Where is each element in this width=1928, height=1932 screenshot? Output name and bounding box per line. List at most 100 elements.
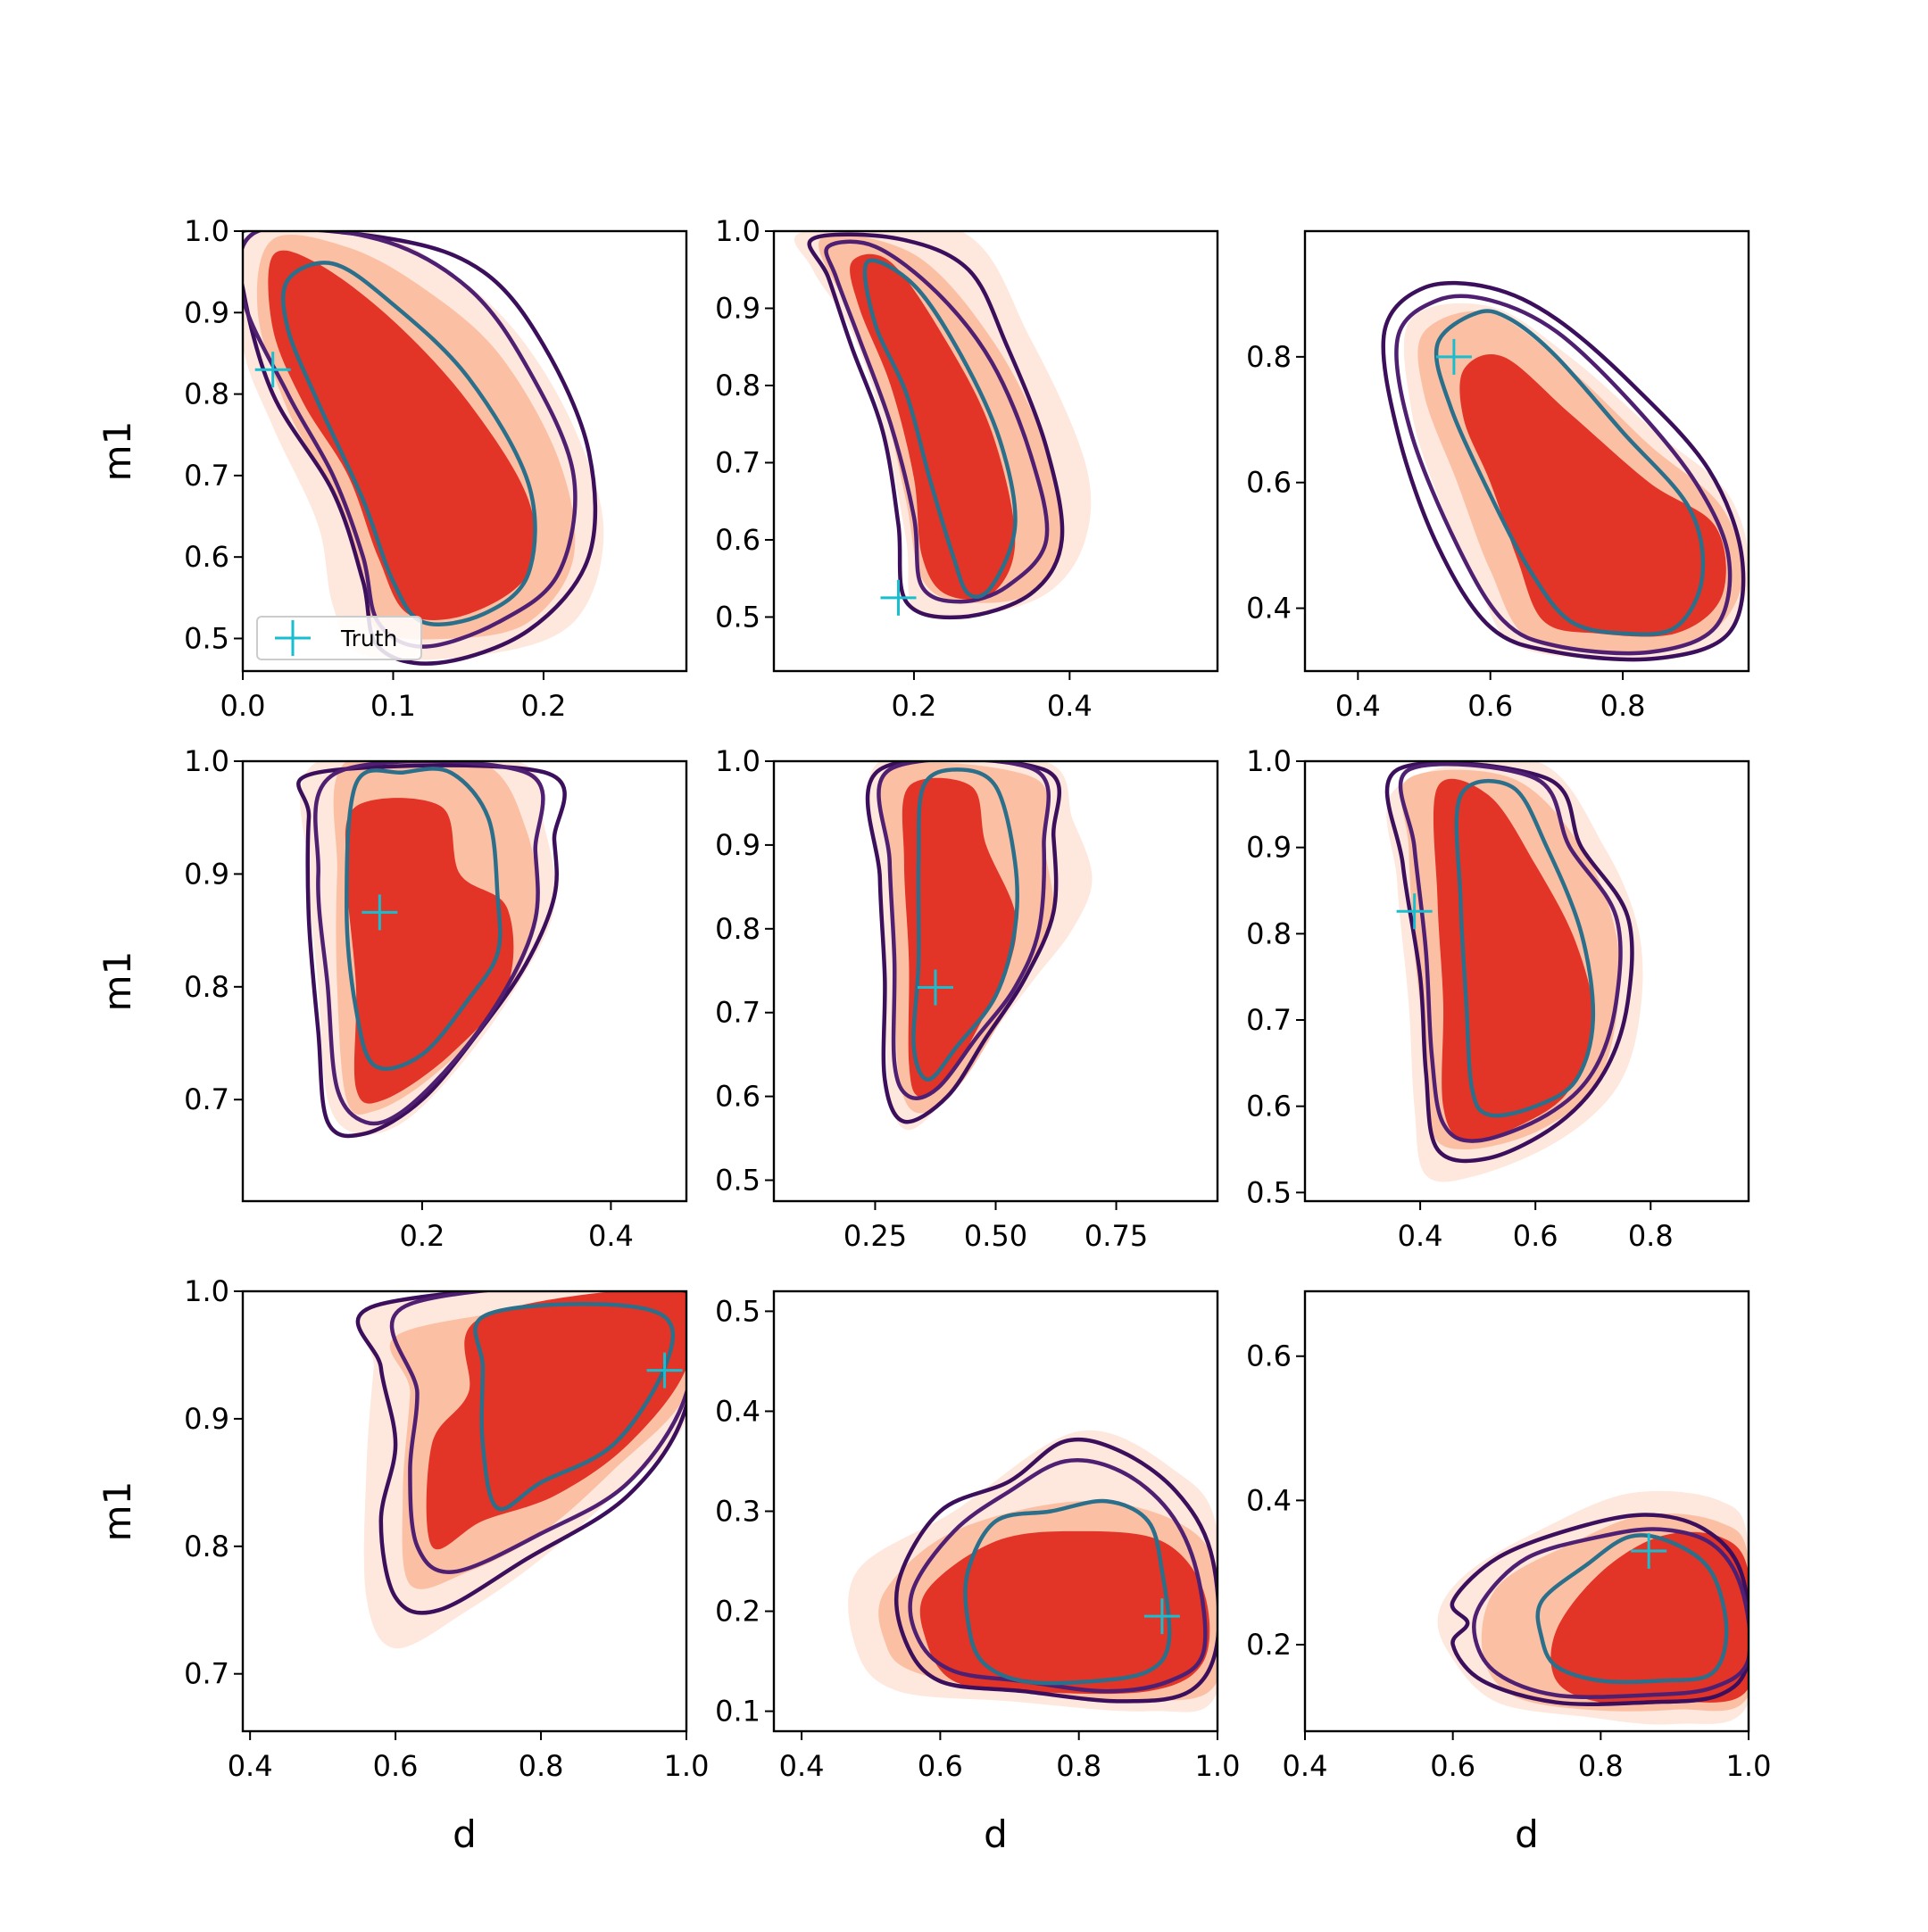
x-tick-label: 0.6 — [373, 1749, 419, 1783]
y-tick-label: 0.3 — [715, 1495, 760, 1529]
contour-outer — [893, 1437, 1217, 1704]
contour-outer — [1450, 1513, 1749, 1707]
density-fill-inner — [1550, 1531, 1749, 1705]
contour-mid — [1472, 1527, 1749, 1699]
y-tick-label: 0.1 — [715, 1695, 760, 1729]
y-tick-label: 0.8 — [715, 912, 760, 946]
contour-outer — [807, 232, 1065, 620]
plot-area — [865, 761, 1093, 1131]
y-tick-label: 0.8 — [184, 377, 229, 411]
y-axis-label: m1 — [96, 1481, 139, 1542]
y-tick-label: 0.9 — [715, 291, 760, 325]
contour-inner — [1454, 778, 1596, 1118]
contour-mid — [1398, 762, 1623, 1143]
plot-area — [794, 231, 1092, 620]
panel-5: 0.25 0.50 0.75 0.5 0.6 0.7 0.8 0.9 1.0 — [715, 744, 1219, 1253]
y-tick-label: 0.9 — [184, 295, 229, 329]
panel-6: 0.4 0.6 0.8 0.5 0.6 0.7 0.8 0.9 1.0 — [1246, 744, 1750, 1253]
x-tick-label: 0.4 — [1335, 689, 1381, 723]
x-tick-label: 0.4 — [1398, 1219, 1443, 1253]
y-tick-label: 1.0 — [184, 214, 229, 248]
x-tick-label: 0.0 — [220, 689, 266, 723]
contour-outer — [1381, 280, 1746, 662]
y-tick-label: 0.8 — [1246, 916, 1292, 950]
x-axis-label: d — [453, 1812, 477, 1856]
y-tick-label: 0.8 — [184, 1530, 229, 1563]
y-tick-label: 1.0 — [184, 1274, 229, 1308]
x-tick-label: 0.8 — [1056, 1749, 1101, 1783]
contour-mid — [313, 761, 545, 1126]
panel-frame — [241, 1289, 688, 1733]
contour-inner — [1535, 1533, 1729, 1685]
y-tick-label: 0.8 — [715, 369, 760, 402]
density-fill-inner — [426, 1291, 686, 1550]
x-tick-label: 0.6 — [1513, 1219, 1558, 1253]
y-tick-label: 0.4 — [1246, 592, 1292, 626]
x-tick-label: 0.4 — [1047, 689, 1093, 723]
y-tick-label: 0.6 — [1246, 1339, 1292, 1373]
density-fill-inner — [345, 798, 514, 1104]
truth-marker — [646, 1352, 683, 1389]
panel-frame — [772, 229, 1219, 673]
density-fill-inner — [919, 1530, 1210, 1695]
y-tick-label: 0.7 — [184, 459, 229, 493]
panel-8: 0.4 0.6 0.8 1.0 0.1 0.2 0.3 0.4 0.5 d — [715, 1289, 1240, 1856]
x-tick-label: 0.50 — [964, 1219, 1027, 1253]
y-tick-label: 0.7 — [184, 1657, 229, 1691]
panel-3: 0.4 0.6 0.8 0.4 0.6 0.8 — [1246, 229, 1750, 723]
plot-area — [296, 761, 567, 1139]
y-tick-label: 0.2 — [715, 1595, 760, 1629]
contour-mid — [824, 239, 1050, 604]
truth-marker — [254, 352, 291, 388]
truth-marker — [362, 894, 398, 931]
contour-outer — [865, 761, 1061, 1124]
contour-outer — [296, 763, 567, 1139]
y-tick-label: 0.7 — [715, 445, 760, 479]
x-tick-label: 0.6 — [918, 1749, 963, 1783]
y-tick-label: 0.9 — [715, 828, 760, 862]
y-tick-label: 1.0 — [715, 744, 760, 778]
y-tick-label: 0.7 — [184, 1082, 229, 1116]
plot-area — [243, 231, 604, 666]
contour-inner — [862, 258, 1018, 599]
legend-truth-marker — [275, 620, 311, 656]
contour-inner — [1434, 309, 1706, 637]
x-tick-label: 0.6 — [1467, 689, 1513, 723]
y-tick-label: 0.5 — [184, 621, 229, 655]
y-tick-label: 0.7 — [715, 996, 760, 1030]
legend-label: Truth — [340, 626, 397, 651]
panel-frame — [1303, 759, 1750, 1203]
x-tick-label: 0.2 — [892, 689, 937, 723]
density-fill-inner — [902, 777, 1017, 1098]
y-tick-label: 0.6 — [184, 540, 229, 574]
x-tick-label: 0.2 — [521, 689, 567, 723]
x-tick-label: 0.6 — [1430, 1749, 1475, 1783]
y-tick-label: 1.0 — [1246, 744, 1292, 778]
contour-mid — [908, 1458, 1208, 1694]
panel-9: 0.4 0.6 0.8 1.0 0.2 0.4 0.6 d — [1246, 1289, 1771, 1856]
y-tick-label: 0.8 — [1246, 340, 1292, 374]
panel-frame — [1303, 229, 1750, 673]
x-tick-label: 0.8 — [519, 1749, 564, 1783]
x-tick-label: 0.4 — [1283, 1749, 1328, 1783]
y-tick-label: 0.9 — [184, 857, 229, 891]
truth-marker — [880, 579, 917, 616]
contour-mid — [877, 761, 1051, 1100]
y-axis-label: m1 — [96, 951, 139, 1012]
density-fill-inner — [850, 253, 1016, 601]
legend-box — [256, 616, 422, 660]
y-tick-label: 0.6 — [1246, 466, 1292, 500]
contour-mid — [389, 1291, 686, 1574]
panel-1: 0.0 0.1 0.2 0.5 0.6 0.7 0.8 0.9 1.0 m1 — [96, 214, 688, 723]
y-axis-label: m1 — [96, 421, 139, 482]
y-tick-label: 0.7 — [1246, 1003, 1292, 1037]
panel-4: 0.2 0.4 0.7 0.8 0.9 1.0 m1 — [96, 744, 688, 1253]
x-tick-label: 0.4 — [228, 1749, 273, 1783]
x-tick-label: 0.25 — [844, 1219, 907, 1253]
x-tick-label: 0.8 — [1628, 1219, 1674, 1253]
contour-outer — [243, 231, 598, 666]
y-tick-label: 1.0 — [184, 744, 229, 778]
panel-2: 0.2 0.4 0.5 0.6 0.7 0.8 0.9 1.0 — [715, 214, 1219, 723]
